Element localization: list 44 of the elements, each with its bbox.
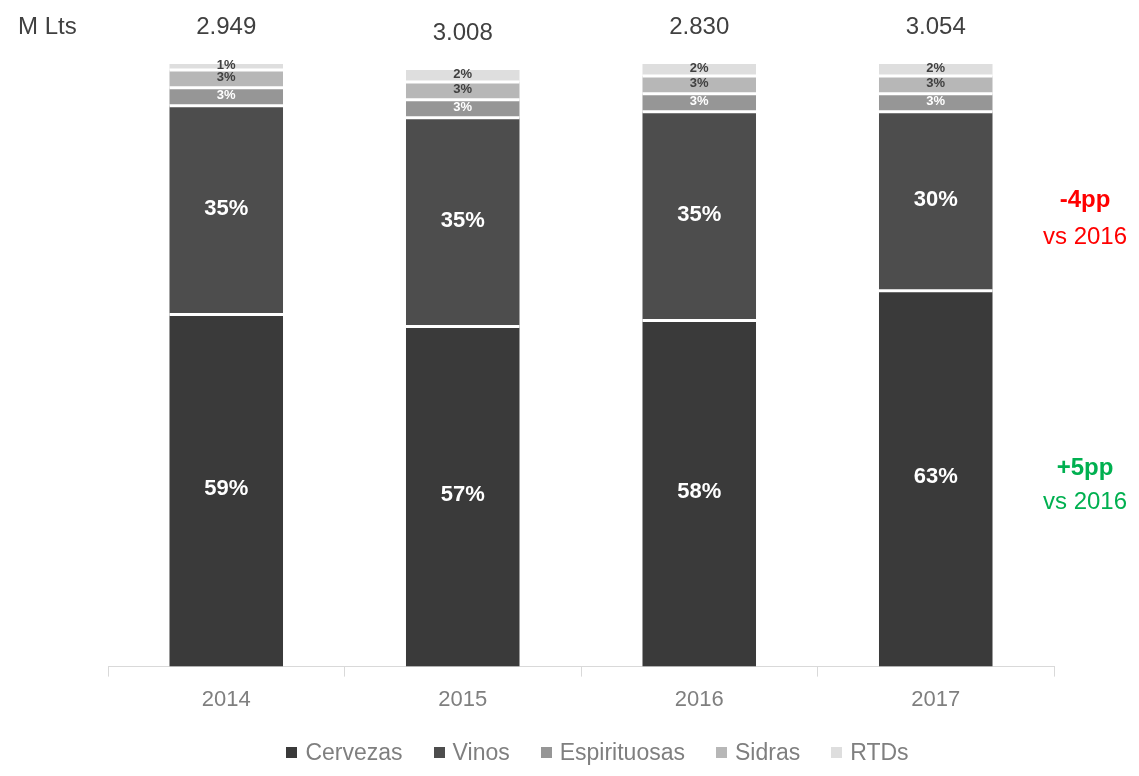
data-label: 63% xyxy=(913,463,958,489)
legend-label: Espirituosas xyxy=(559,738,685,766)
bar xyxy=(642,320,757,667)
legend-label: Vinos xyxy=(452,738,510,766)
data-label: 35% xyxy=(677,200,722,226)
x-tick-label: 2017 xyxy=(911,685,961,711)
text: -4pp xyxy=(1059,184,1111,212)
data-label: 3% xyxy=(689,74,710,90)
data-label: 58% xyxy=(677,478,722,504)
bar xyxy=(642,111,757,321)
data-label: 2% xyxy=(453,66,473,82)
data-label: 2% xyxy=(689,60,710,76)
legend-label: Cervezas xyxy=(305,738,403,766)
data-label: 3% xyxy=(689,92,710,108)
data-label: 3% xyxy=(453,80,473,96)
bar xyxy=(878,111,993,291)
annotation: 2.949 xyxy=(196,11,257,39)
annotation: 2.830 xyxy=(669,11,730,39)
bar xyxy=(405,117,520,327)
bar xyxy=(405,326,520,667)
data-label: 2% xyxy=(926,60,946,76)
data-label: 3% xyxy=(926,92,946,108)
x-tick-label: 2016 xyxy=(674,685,724,711)
bar xyxy=(169,314,284,667)
text: M Lts xyxy=(18,11,77,39)
bar xyxy=(169,105,284,315)
annotation: 3.054 xyxy=(905,11,966,39)
text: +5pp xyxy=(1056,452,1114,480)
data-label: 3% xyxy=(453,98,473,114)
bar xyxy=(878,290,993,667)
legend-label: RTDs xyxy=(850,738,909,766)
data-label: 35% xyxy=(440,206,485,232)
data-label: 57% xyxy=(440,481,485,507)
data-label: 35% xyxy=(204,194,249,220)
annotation: vs 2016 xyxy=(1042,221,1128,249)
legend-label: Sidras xyxy=(735,738,801,766)
x-tick-label: 2014 xyxy=(201,685,251,711)
annotation: vs 2016 xyxy=(1042,486,1128,514)
annotation: 3.008 xyxy=(432,17,493,45)
data-label: 30% xyxy=(913,185,958,211)
data-label: 3% xyxy=(216,86,237,102)
data-label: 59% xyxy=(204,475,249,501)
x-tick-label: 2015 xyxy=(438,685,488,711)
data-label: 3% xyxy=(926,74,946,90)
